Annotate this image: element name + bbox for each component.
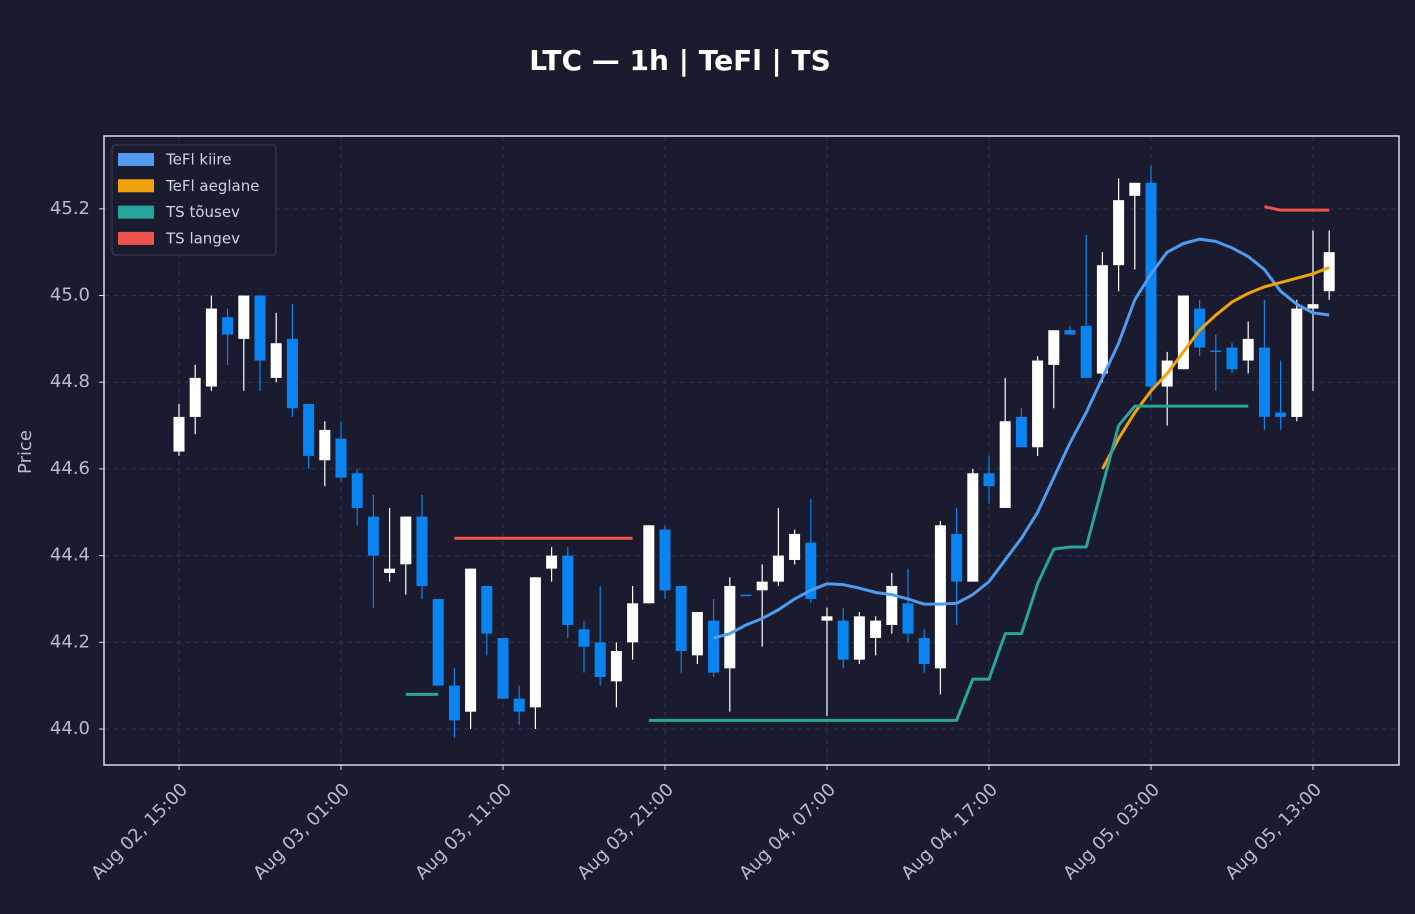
- candle-body: [675, 585, 687, 651]
- candle-body: [222, 317, 234, 335]
- candle-body: [789, 533, 801, 560]
- y-axis-label: Price: [15, 430, 36, 474]
- candle-body: [416, 516, 428, 586]
- y-tick-label: 45.0: [50, 285, 90, 306]
- candle-body: [286, 338, 298, 409]
- y-tick-label: 44.6: [50, 458, 90, 479]
- candle-body: [1323, 252, 1335, 292]
- candle-body: [529, 577, 541, 708]
- candle-body: [1145, 182, 1157, 387]
- candle-body: [837, 620, 849, 660]
- candle-body: [238, 295, 250, 339]
- legend-label: TeFl kiire: [165, 151, 232, 169]
- candle-body: [1113, 200, 1125, 266]
- candle-body: [303, 403, 315, 456]
- candle-body: [1015, 416, 1027, 448]
- candle-body: [513, 698, 525, 712]
- candle-body: [562, 555, 574, 625]
- candle-body: [740, 594, 752, 597]
- legend-swatch: [118, 179, 154, 193]
- legend-label: TeFl aeglane: [165, 177, 259, 195]
- candle-body: [1275, 412, 1287, 417]
- overlay-line: [1264, 205, 1330, 212]
- candle-body: [724, 585, 736, 669]
- candle-body: [384, 568, 396, 573]
- candle-body: [999, 421, 1011, 508]
- candle-body: [659, 529, 671, 591]
- candle-body: [367, 516, 379, 556]
- candle-body: [902, 603, 914, 634]
- candle-body: [886, 585, 898, 625]
- y-tick-label: 44.4: [50, 545, 90, 566]
- candle-body: [853, 616, 865, 660]
- candle-body: [1177, 295, 1189, 370]
- candle-body: [643, 525, 655, 604]
- y-tick-label: 44.2: [50, 631, 90, 652]
- candle-body: [400, 516, 412, 565]
- legend-swatch: [118, 205, 154, 219]
- candle-body: [481, 585, 493, 634]
- candle-body: [1064, 330, 1076, 335]
- candle-body: [1194, 308, 1206, 348]
- candle-body: [432, 598, 444, 686]
- candle-body: [578, 629, 590, 647]
- chart-title: LTC — 1h | TeFl | TS: [529, 44, 831, 77]
- candle-body: [805, 542, 817, 599]
- candle-body: [708, 620, 720, 673]
- candle-body: [918, 637, 930, 664]
- candle-body: [1048, 330, 1060, 365]
- legend-label: TS tõusev: [165, 203, 240, 221]
- candle-body: [448, 685, 460, 721]
- candle-body: [1032, 360, 1044, 448]
- candle-body: [1080, 325, 1092, 378]
- plot: [173, 165, 1335, 738]
- candle-body: [627, 603, 639, 643]
- candle-body: [173, 416, 185, 452]
- plot-frame: [103, 135, 1400, 766]
- candle-body: [934, 525, 946, 669]
- candle-body: [691, 611, 703, 656]
- legend-label: TS langev: [165, 229, 240, 247]
- candle-body: [351, 473, 363, 508]
- candle-body: [546, 555, 558, 569]
- candle-body: [254, 295, 266, 361]
- overlay-line: [648, 404, 1249, 722]
- candle-body: [1096, 265, 1108, 374]
- candle-body: [610, 650, 622, 682]
- legend-swatch: [118, 153, 154, 166]
- candle-body: [1129, 182, 1141, 196]
- candle-body: [594, 642, 606, 678]
- y-tick-label: 45.2: [50, 198, 90, 219]
- legend: TeFl kiire TeFl aeglane TS tõusev TS langev: [111, 144, 277, 256]
- legend-box: [111, 144, 277, 256]
- candle-body: [497, 637, 509, 699]
- candle-body: [335, 438, 347, 478]
- candle-body: [205, 308, 217, 387]
- candle-body: [1242, 338, 1254, 361]
- candle-body: [821, 616, 833, 621]
- legend-swatch: [118, 231, 154, 245]
- candle-body: [465, 568, 477, 712]
- candle-body: [1307, 304, 1319, 309]
- candle-body: [319, 429, 331, 461]
- candle-body: [270, 343, 282, 378]
- candle-body: [1210, 350, 1222, 353]
- candle-body: [1291, 308, 1303, 417]
- candle-body: [1226, 347, 1238, 370]
- candle-body: [772, 555, 784, 582]
- candle-body: [967, 473, 979, 582]
- overlay-line: [713, 237, 1330, 640]
- candle-body: [756, 581, 768, 591]
- y-tick-label: 44.8: [50, 371, 90, 392]
- candle-body: [189, 377, 201, 417]
- y-tick-label: 44.0: [50, 718, 90, 739]
- candle-body: [983, 473, 995, 487]
- candle-body: [870, 620, 882, 638]
- candle-body: [951, 533, 963, 582]
- candle-body: [1258, 347, 1270, 417]
